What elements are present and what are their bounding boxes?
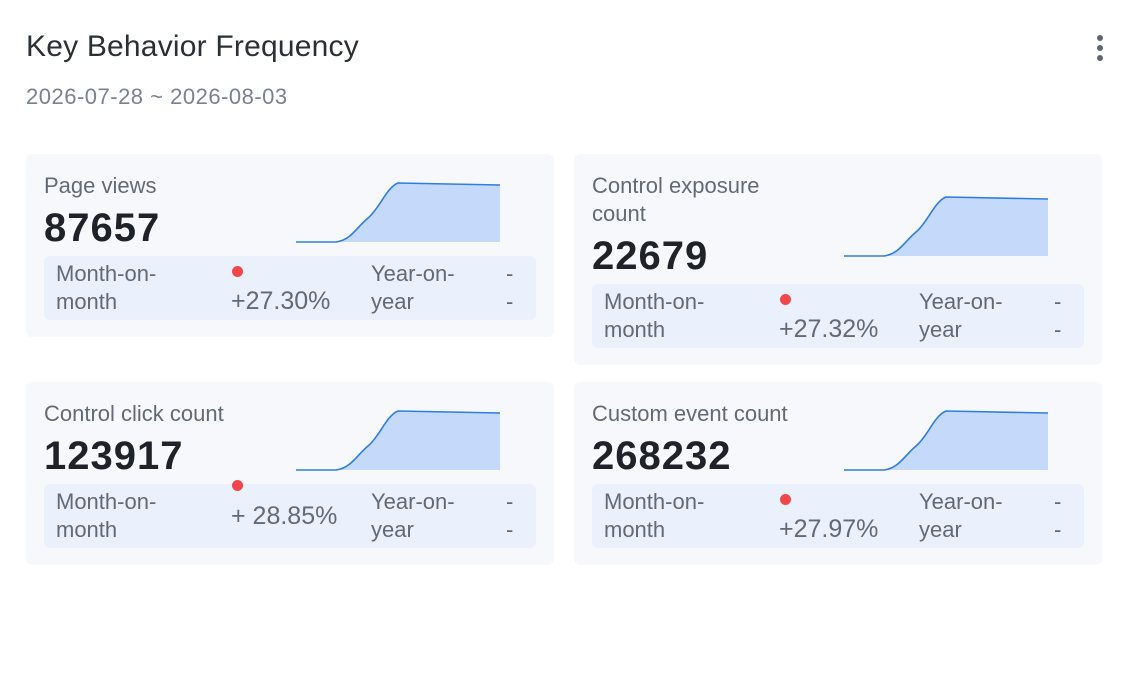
metric-card-control-click[interactable]: Control click count 123917 Month-on-mont…	[26, 382, 554, 565]
comparison-panel: Month-on-month +27.97% Year-on-year - -	[592, 484, 1084, 548]
yoy-label: Year-on-year	[919, 489, 1003, 542]
metric-label: Control click count	[44, 401, 224, 426]
sparkline-chart	[296, 182, 500, 243]
yoy-value: - -	[1054, 489, 1062, 542]
metric-label: Custom event count	[592, 401, 788, 426]
mom-label: Month-on-month	[56, 489, 157, 542]
mom-value: + 28.85%	[231, 502, 338, 530]
increase-dot-icon	[780, 494, 791, 505]
mom-value: +27.32%	[779, 315, 879, 343]
metric-card-control-exposure[interactable]: Control exposure count 22679 Month-on-mo…	[574, 154, 1102, 365]
yoy-value: - -	[506, 261, 514, 314]
metric-card-custom-event[interactable]: Custom event count 268232 Month-on-month…	[574, 382, 1102, 565]
yoy-value: - -	[1054, 289, 1062, 342]
increase-dot-icon	[232, 480, 243, 491]
date-range: 2026-07-28 ~ 2026-08-03	[26, 84, 288, 109]
increase-dot-icon	[780, 294, 791, 305]
yoy-label: Year-on-year	[371, 261, 455, 314]
comparison-panel: Month-on-month +27.32% Year-on-year - -	[592, 284, 1084, 348]
comparison-panel: Month-on-month +27.30% Year-on-year - -	[44, 256, 536, 320]
mom-label: Month-on-month	[56, 261, 157, 314]
comparison-panel: Month-on-month + 28.85% Year-on-year - -	[44, 480, 536, 548]
metric-label: Page views	[44, 173, 157, 198]
mom-label: Month-on-month	[604, 289, 705, 342]
yoy-label: Year-on-year	[371, 489, 455, 542]
metric-value: 268232	[592, 434, 732, 478]
metric-value: 123917	[44, 434, 184, 478]
metric-value: 22679	[592, 234, 709, 278]
mom-label: Month-on-month	[604, 489, 705, 542]
yoy-value: - -	[506, 489, 514, 542]
sparkline-chart	[844, 196, 1048, 257]
metric-label: Control exposure count	[592, 173, 760, 226]
mom-value: +27.97%	[779, 515, 879, 543]
mom-value: +27.30%	[231, 287, 331, 315]
widget-title: Key Behavior Frequency	[26, 30, 359, 63]
more-options-icon[interactable]	[1090, 30, 1110, 66]
sparkline-chart	[296, 410, 500, 471]
sparkline-chart	[844, 410, 1048, 471]
increase-dot-icon	[232, 266, 243, 277]
metric-value: 87657	[44, 206, 161, 250]
metric-card-page-views[interactable]: Page views 87657 Month-on-month +27.30% …	[26, 154, 554, 337]
yoy-label: Year-on-year	[919, 289, 1003, 342]
widget-header: Key Behavior Frequency 2026-07-28 ~ 2026…	[26, 30, 1126, 120]
